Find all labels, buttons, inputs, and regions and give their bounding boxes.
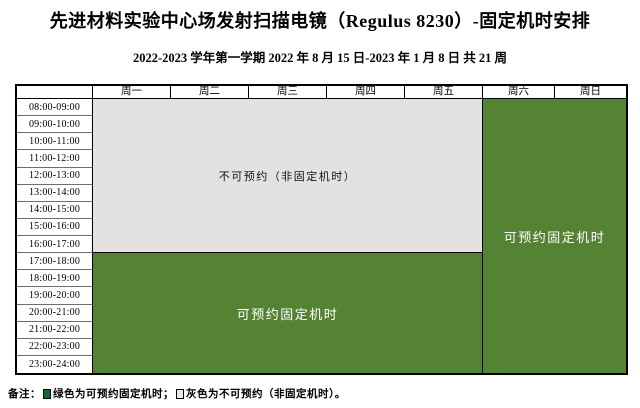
time-slot-cell: 22:00-23:00 <box>17 338 93 356</box>
corner-cell <box>17 86 93 99</box>
time-slot-cell: 16:00-17:00 <box>17 236 93 254</box>
gray-legend-swatch <box>176 388 184 399</box>
time-slot-cell: 20:00-21:00 <box>17 304 93 322</box>
page-subtitle: 2022-2023 学年第一学期 2022 年 8 月 15 日-2023 年 … <box>133 51 507 65</box>
time-slot-cell: 08:00-09:00 <box>17 99 93 117</box>
time-slot-cell: 13:00-14:00 <box>17 184 93 202</box>
day-header-wed: 周三 <box>249 86 327 99</box>
time-slot-cell: 14:00-15:00 <box>17 201 93 219</box>
time-slot-cell: 18:00-19:00 <box>17 270 93 288</box>
remarks-prefix: 备注： <box>8 388 41 400</box>
time-slot-cell: 09:00-10:00 <box>17 116 93 134</box>
region-weekend-available: 可预约固定机时 <box>483 99 626 373</box>
gray-legend-text: 灰色为不可预约（非固定机时）。 <box>186 388 346 400</box>
time-slot-cell: 15:00-16:00 <box>17 218 93 236</box>
time-slot-cell: 17:00-18:00 <box>17 253 93 271</box>
day-header-tue: 周二 <box>171 86 249 99</box>
page-title: 先进材料实验中心场发射扫描电镜（Regulus 8230）-固定机时安排 <box>49 11 591 31</box>
green-legend-text: 绿色为可预约固定机时； <box>53 388 174 400</box>
day-header-sat: 周六 <box>483 86 555 99</box>
time-slot-cell: 21:00-22:00 <box>17 321 93 339</box>
day-header-fri: 周五 <box>405 86 483 99</box>
day-header-sun: 周日 <box>555 86 626 99</box>
region-weekday-evening-available: 可预约固定机时 <box>93 253 483 373</box>
region-weekday-daytime-unavailable: 不可预约（非固定机时） <box>93 99 483 254</box>
remarks: 备注： 绿色为可预约固定机时； 灰色为不可预约（非固定机时）。 <box>8 386 346 401</box>
time-slot-cell: 11:00-12:00 <box>17 150 93 168</box>
day-header-mon: 周一 <box>93 86 171 99</box>
green-legend-swatch <box>43 388 51 399</box>
time-slot-cell: 10:00-11:00 <box>17 133 93 151</box>
time-slot-cell: 12:00-13:00 <box>17 167 93 185</box>
time-slot-cell: 19:00-20:00 <box>17 287 93 305</box>
schedule-table: 周一 周二 周三 周四 周五 周六 周日 08:00-09:00 09:00-1… <box>15 84 628 375</box>
day-header-thu: 周四 <box>327 86 405 99</box>
time-slot-cell: 23:00-24:00 <box>17 355 93 373</box>
